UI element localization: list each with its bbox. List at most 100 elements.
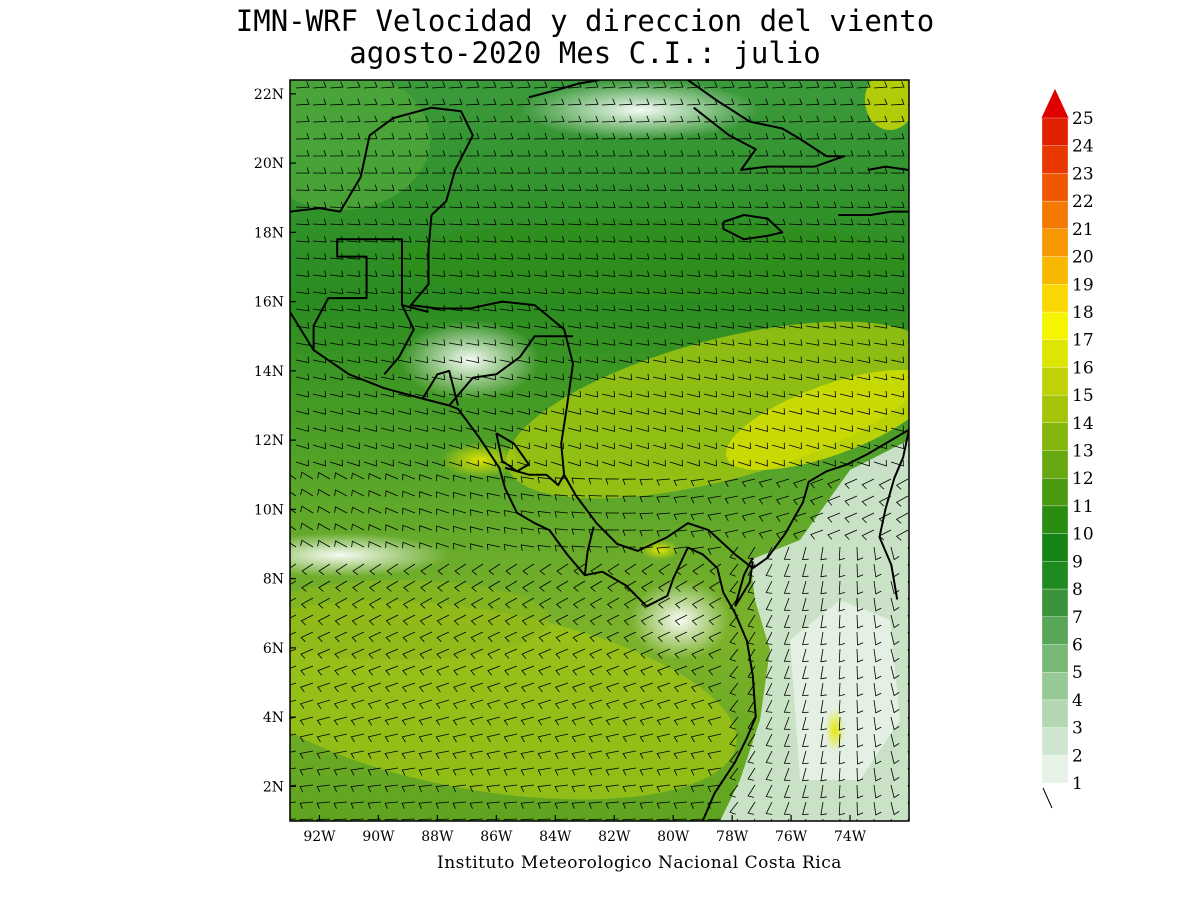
wind-barb	[690, 512, 705, 521]
wind-barb	[639, 478, 654, 486]
wind-barb	[656, 495, 671, 503]
wind-barb	[669, 322, 684, 329]
wind-barb	[465, 253, 480, 260]
wind-barb	[554, 494, 569, 501]
wind-barb	[414, 218, 429, 226]
wind-barb	[346, 373, 361, 381]
wind-barb	[487, 614, 501, 626]
wind-barb	[516, 81, 531, 89]
wind-barb	[435, 750, 450, 759]
wind-barb	[453, 508, 467, 516]
colorbar-swatch	[1041, 256, 1069, 285]
wind-barb	[623, 597, 637, 609]
wind-barb	[622, 784, 637, 793]
wind-barb	[707, 546, 722, 555]
wind-barb	[601, 425, 615, 432]
wind-barb	[838, 580, 846, 595]
wind-barb	[368, 631, 382, 643]
wind-barb	[346, 356, 361, 364]
wind-barb	[607, 580, 620, 592]
wind-barb	[482, 339, 497, 346]
wind-barb	[805, 150, 820, 157]
wind-barb	[290, 682, 297, 686]
wind-barb	[639, 546, 654, 554]
wind-barb	[605, 733, 620, 743]
lon-tick-label: 80W	[657, 829, 690, 845]
wind-barb	[397, 442, 411, 450]
wind-barb	[380, 132, 395, 140]
wind-barb	[656, 529, 671, 537]
wind-barb	[729, 784, 739, 798]
wind-barb	[652, 442, 666, 450]
wind-barb	[351, 597, 365, 609]
wind-barb	[788, 236, 803, 243]
wind-barb	[622, 699, 637, 709]
wind-barb	[754, 150, 769, 157]
wind-barb	[571, 716, 586, 726]
wind-barb	[487, 665, 501, 676]
wind-barb	[367, 784, 382, 793]
wind-barb	[856, 648, 864, 663]
wind-barb	[765, 648, 773, 662]
wind-barb	[414, 322, 429, 329]
colorbar-label: 21	[1072, 220, 1094, 240]
colorbar-swatch	[1041, 561, 1069, 590]
wind-barb	[572, 665, 586, 676]
wind-barb	[448, 459, 462, 467]
wind-barb	[890, 322, 905, 329]
wind-barb	[567, 425, 581, 432]
colorbar-label: 7	[1072, 608, 1083, 628]
wind-barb	[873, 716, 882, 731]
wind-barb	[873, 356, 888, 364]
wind-barb	[401, 818, 416, 821]
wind-barb	[431, 81, 446, 89]
wind-barb	[788, 270, 803, 277]
wind-barb	[822, 442, 836, 450]
wind-barb	[793, 529, 807, 540]
wind-barb	[641, 563, 654, 576]
wind-barb	[533, 236, 548, 243]
wind-barb	[346, 167, 361, 174]
wind-barb	[669, 373, 684, 381]
wind-barb	[838, 699, 846, 714]
wind-barb	[873, 339, 888, 346]
wind-barb	[329, 184, 344, 191]
wind-barb	[907, 206, 909, 208]
wind-barb	[601, 184, 616, 191]
wind-barb	[384, 750, 399, 759]
wind-barb	[907, 342, 909, 344]
wind-barb	[402, 541, 416, 549]
wind-barb	[810, 478, 824, 489]
wind-barb	[295, 253, 310, 260]
wind-barb	[571, 750, 586, 759]
wind-barb	[907, 325, 909, 327]
wind-barb	[635, 442, 649, 450]
wind-barb	[635, 81, 650, 89]
wind-barb	[606, 597, 620, 609]
lat-tick-label: 20N	[254, 156, 284, 172]
wind-barb	[317, 522, 331, 531]
wind-barb	[686, 459, 700, 467]
wind-barb	[618, 253, 633, 260]
wind-barb	[556, 580, 569, 592]
wind-barb	[329, 81, 344, 89]
wind-barb	[516, 442, 530, 450]
wind-barb	[363, 459, 377, 467]
wind-barb	[503, 492, 518, 500]
wind-barb	[554, 511, 569, 518]
wind-barb	[499, 270, 514, 277]
wind-barb	[691, 631, 705, 643]
wind-barb	[465, 201, 480, 209]
wind-barb	[555, 597, 569, 609]
wind-barb	[605, 478, 620, 485]
wind-barb	[838, 563, 846, 578]
wind-barb	[890, 115, 905, 123]
wind-barb	[312, 408, 327, 415]
wind-barb	[856, 408, 871, 415]
wind-barb	[657, 614, 671, 626]
wind-barb	[299, 767, 314, 776]
wind-barb	[350, 699, 365, 709]
wind-barb	[601, 304, 616, 312]
wind-barb	[652, 236, 667, 243]
wind-barb	[839, 373, 854, 381]
